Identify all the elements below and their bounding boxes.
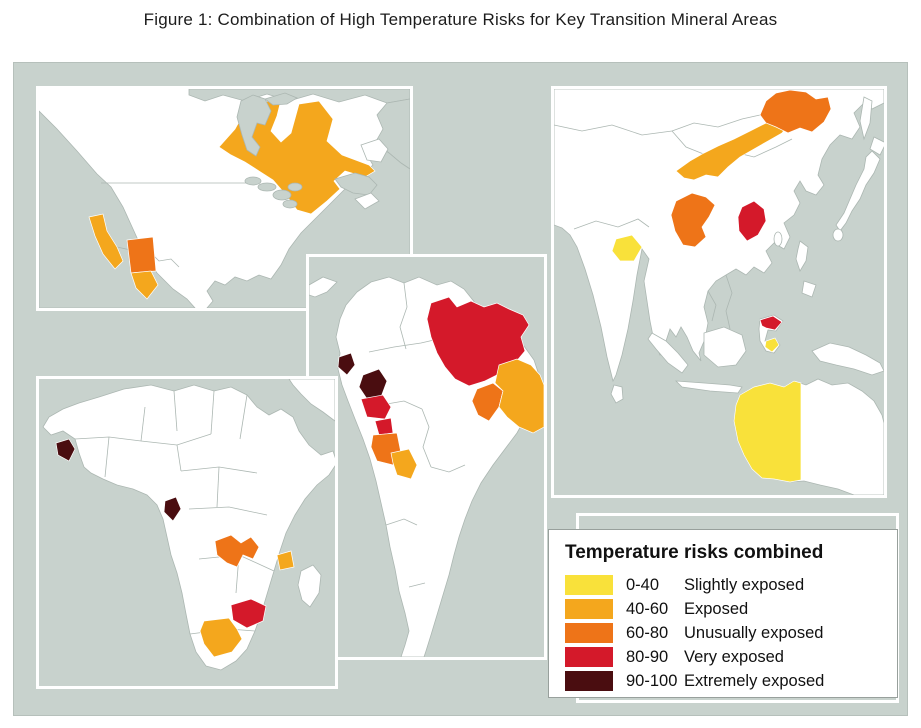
legend-swatch-very-exposed: [565, 647, 613, 667]
country-border-line: [239, 394, 248, 440]
region-odisha: [611, 234, 643, 262]
country-border-line: [421, 408, 432, 468]
taiwan-island: [773, 231, 783, 247]
country-border-line: [554, 124, 673, 136]
country-border-line: [216, 466, 220, 508]
legend-row: 60-80 Unusually exposed: [565, 621, 897, 645]
country-border-line: [573, 218, 650, 230]
country-border-line: [140, 406, 146, 442]
legend-row: 90-100 Extremely exposed: [565, 669, 897, 693]
region-heilongjiang: [759, 89, 832, 134]
country-border-line: [104, 436, 110, 478]
japan-hokkaido: [869, 136, 884, 156]
region-goias: [471, 382, 504, 422]
region-minas-gerais-bahia: [494, 358, 544, 434]
legend-range: 40-60: [626, 599, 669, 618]
sri-lanka-island: [610, 384, 624, 404]
legend-box: Temperature risks combined 0-40 Slightly…: [548, 529, 898, 698]
philippines-mindanao: [801, 280, 817, 298]
region-copperbelt-drc-zambia: [214, 534, 260, 568]
region-northern-cape-south-africa: [199, 617, 243, 658]
country-border-line: [707, 290, 717, 322]
region-sonora: [130, 270, 159, 300]
legend-range: 0-40: [626, 575, 660, 594]
country-border-line: [188, 506, 268, 516]
region-sichuan: [670, 192, 716, 248]
africa-landmass: [42, 384, 335, 671]
region-potosi-bolivia: [390, 448, 418, 480]
legend-range: 60-80: [626, 623, 669, 642]
sumatra-island: [647, 332, 689, 374]
legend-row: 80-90 Very exposed: [565, 645, 897, 669]
region-sulawesi-southeast: [764, 337, 780, 353]
legend-label: Very exposed: [684, 647, 784, 666]
figure-title: Figure 1: Combination of High Temperatur…: [143, 10, 778, 29]
country-border-line: [173, 390, 178, 432]
nova-scotia: [354, 192, 380, 210]
country-border-line: [430, 464, 466, 473]
legend-row: 0-40 Slightly exposed: [565, 573, 897, 597]
great-lake: [282, 199, 298, 209]
country-border-line: [176, 444, 182, 472]
legend-range: 90-100: [626, 671, 678, 690]
legend-swatch-unusually-exposed: [565, 623, 613, 643]
newfoundland-island: [360, 138, 389, 163]
country-border-line: [210, 390, 215, 435]
legend-swatch-exposed: [565, 599, 613, 619]
great-lake: [272, 189, 292, 201]
country-border-line: [725, 274, 733, 330]
great-lake: [244, 176, 262, 186]
region-guinea: [55, 438, 76, 462]
philippines-luzon: [795, 240, 809, 272]
legend-label: Unusually exposed: [684, 623, 824, 642]
country-border-line: [408, 582, 426, 588]
region-zimbabwe: [230, 598, 267, 629]
legend-label: Extremely exposed: [684, 671, 825, 690]
legend-label: Exposed: [684, 599, 749, 618]
region-jiangxi: [737, 200, 767, 242]
arabia-landmass: [288, 379, 335, 422]
japan-honshu: [835, 150, 881, 232]
region-arizona: [126, 236, 157, 274]
region-ancash-peru: [337, 352, 356, 376]
map-panel-africa: [36, 376, 338, 689]
map-panel-south-america: [306, 254, 547, 660]
asia-mainland: [554, 89, 884, 383]
legend-row: 40-60 Exposed: [565, 597, 897, 621]
sakhalin-island: [859, 96, 873, 141]
legend-range: 80-90: [626, 647, 669, 666]
legend-swatch-slightly-exposed: [565, 575, 613, 595]
region-mozambique: [276, 550, 295, 571]
legend-label: Slightly exposed: [684, 575, 805, 594]
new-guinea-island: [811, 342, 884, 376]
legend-title: Temperature risks combined: [565, 542, 824, 563]
java-island: [674, 380, 743, 394]
gulf-of-st-lawrence: [334, 172, 378, 196]
region-sulawesi-north: [759, 315, 783, 331]
figure-canvas: Temperature risks combined 0-40 Slightly…: [13, 62, 908, 716]
country-border-line: [385, 518, 418, 526]
borneo-island: [703, 326, 747, 368]
great-lake: [257, 182, 277, 192]
region-gabon: [163, 496, 182, 522]
madagascar-island: [297, 564, 322, 608]
hudson-strait: [264, 92, 298, 106]
map-panel-asia-oceania: [551, 86, 887, 498]
region-western-australia: [733, 380, 802, 483]
country-border-line: [671, 114, 761, 132]
region-california: [88, 213, 124, 270]
country-border-line: [399, 282, 408, 350]
legend-swatch-extremely-exposed: [565, 671, 613, 691]
region-arequipa-peru: [360, 394, 392, 420]
japan-kyushu: [832, 228, 844, 242]
great-lake: [287, 182, 303, 192]
region-inner-mongolia: [675, 115, 792, 181]
central-america-sliver: [309, 276, 338, 298]
